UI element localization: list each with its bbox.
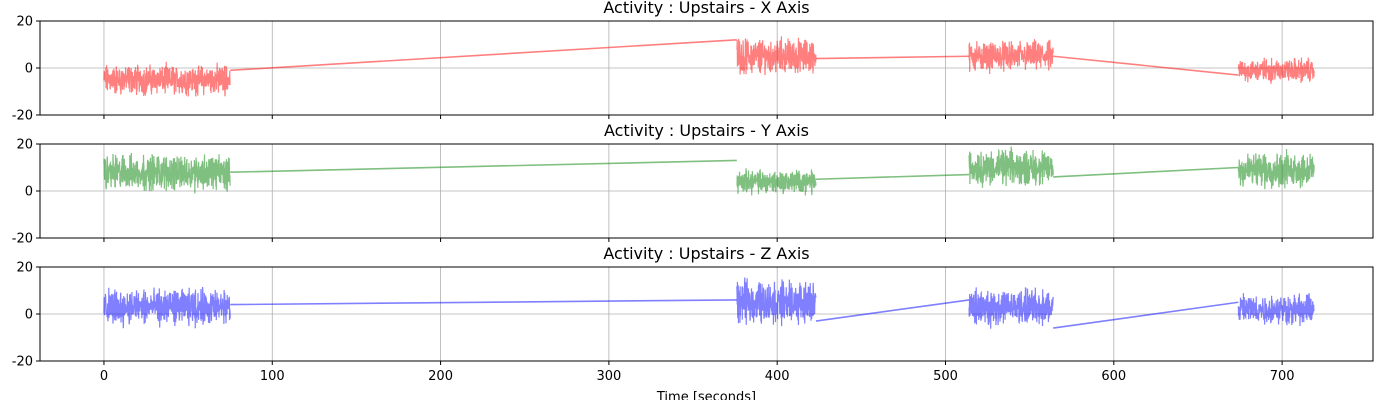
series-connector — [1053, 301, 1239, 329]
y-tick-label: 0 — [25, 308, 33, 323]
x-tick-label: 600 — [1101, 369, 1126, 384]
y-tick-label: -20 — [12, 232, 33, 247]
y-tick-label: 20 — [16, 261, 33, 276]
y-tick-label: 0 — [25, 185, 33, 200]
series-segment — [1237, 149, 1315, 190]
x-tick-label: 500 — [933, 369, 958, 384]
series-connector — [230, 39, 737, 72]
series-segment — [736, 277, 817, 327]
x-tick-label: 400 — [765, 369, 790, 384]
series-segment — [103, 286, 231, 329]
chart-title: Activity : Upstairs - Z Axis — [603, 244, 809, 263]
y-tick-label: 0 — [25, 62, 33, 77]
subplot-1: -20 0 20 Activity : Upstairs - X Axis — [12, 0, 1374, 124]
x-tick-label: 700 — [1270, 369, 1295, 384]
chart-title: Activity : Upstairs - X Axis — [603, 0, 809, 17]
series-connector — [1053, 55, 1239, 76]
y-tick-label: 20 — [16, 138, 33, 153]
series-segment — [968, 146, 1054, 188]
series-connector — [230, 299, 737, 306]
series-segment — [103, 61, 231, 97]
x-tick-label: 100 — [260, 369, 285, 384]
subplot-2: -20 0 20 Activity : Upstairs - Y Axis — [12, 121, 1374, 247]
series-segment — [1237, 57, 1315, 84]
series-segment — [968, 287, 1054, 329]
x-tick-label: 300 — [596, 369, 621, 384]
series-connector — [815, 173, 970, 181]
series-connector — [230, 159, 737, 173]
x-axis-label: Time [seconds] — [656, 390, 756, 400]
series-connector — [1053, 166, 1239, 178]
series-connector — [815, 299, 970, 322]
y-tick-label: -20 — [12, 355, 33, 370]
series-segment — [1237, 293, 1315, 326]
y-tick-label: 20 — [16, 15, 33, 30]
series-segment — [736, 168, 817, 196]
x-tick-label: 200 — [428, 369, 453, 384]
series-segment — [103, 152, 231, 194]
series-connector — [815, 55, 970, 60]
series-segment — [736, 36, 817, 76]
series-segment — [968, 39, 1054, 75]
x-tick-label: 0 — [100, 369, 108, 384]
chart-title: Activity : Upstairs - Y Axis — [604, 121, 809, 140]
y-tick-label: -20 — [12, 109, 33, 124]
